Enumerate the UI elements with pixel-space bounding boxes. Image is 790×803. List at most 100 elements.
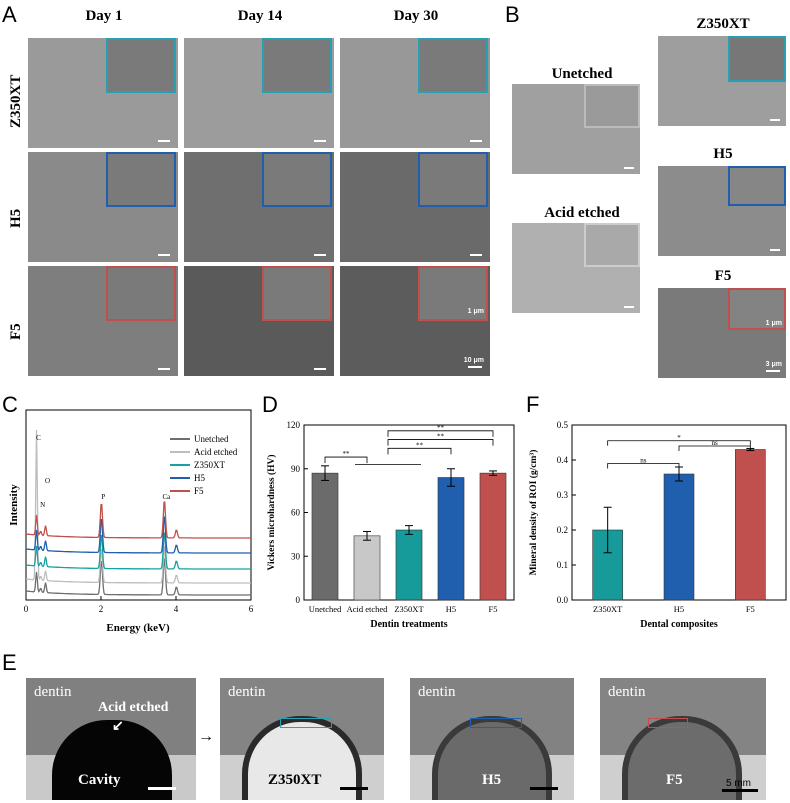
eds-spectra — [25, 429, 251, 596]
x-tick-label: H5 — [674, 604, 684, 614]
col-title-day30: Day 30 — [393, 8, 439, 24]
row-title-z350xt: Z350XT — [8, 74, 24, 128]
scalebar — [158, 140, 170, 142]
inset-h5-day30 — [418, 152, 488, 207]
sem-h5-day30 — [340, 152, 490, 262]
scalebar — [770, 119, 780, 121]
x-tick-label: Acid etched — [347, 604, 389, 614]
sem-b-z350xt — [658, 36, 786, 126]
dentin-label: dentin — [228, 684, 266, 700]
inset-b-z350xt — [728, 36, 786, 82]
scalebar — [158, 368, 170, 370]
scalebar — [624, 306, 634, 308]
scalebar — [314, 368, 326, 370]
bar-f5 — [735, 449, 766, 601]
scale-main-label: 10 μm — [463, 357, 484, 364]
y-tick-label: 0 — [296, 595, 301, 605]
roi-box — [280, 718, 332, 728]
inset-z350xt-day1 — [106, 38, 176, 93]
y-tick-label: 0.2 — [557, 525, 568, 535]
x-ticks: 0 2 4 6 — [24, 596, 254, 614]
significance-label: * — [677, 434, 681, 442]
dentin-label: dentin — [34, 684, 72, 700]
y-axis-label: Vickers microhardness (HV) — [266, 454, 277, 570]
inset-h5-day1 — [106, 152, 176, 207]
inset-f5-day14 — [262, 266, 332, 321]
scalebar — [766, 370, 780, 372]
x-tick-label: Z350XT — [394, 604, 424, 614]
sem-z350xt-day14 — [184, 38, 334, 148]
sem-unetched — [512, 84, 640, 174]
y-tick-label: 90 — [291, 464, 301, 474]
significance-bracket — [387, 430, 494, 437]
roi-box — [470, 718, 522, 728]
scalebar — [468, 366, 482, 368]
legend-label: Z350XT — [194, 460, 225, 470]
y-tick-label: 30 — [291, 551, 301, 561]
col-title-day1: Day 1 — [85, 8, 123, 24]
spectrum-line — [25, 501, 251, 539]
b-title-f5: F5 — [714, 268, 732, 284]
scalebar — [722, 789, 758, 792]
spectrum-line — [25, 532, 251, 570]
scale-inset-label: 1 μm — [467, 308, 484, 315]
bar-z350xt — [395, 529, 423, 601]
sem-z350xt-day1 — [28, 38, 178, 148]
y-tick-label: 60 — [291, 508, 301, 518]
scalebar — [770, 249, 780, 251]
significance-bracket — [387, 447, 452, 455]
scalebar — [148, 787, 176, 790]
inset-f5-day30 — [418, 266, 488, 321]
significance-label: ns — [712, 439, 719, 447]
scalebar — [340, 787, 368, 790]
y-tick-label: 0.5 — [557, 420, 569, 430]
spectrum-line — [25, 516, 251, 554]
scalebar — [158, 254, 170, 256]
significance-label: ns — [640, 457, 647, 465]
dentin-label: dentin — [418, 684, 456, 700]
x-tick-label: 4 — [174, 604, 179, 614]
ct-image-h5: dentin H5 — [410, 678, 574, 800]
panel-label-f: F — [526, 392, 540, 417]
microhardness-bar-chart: 0 30 60 90 120 Unetched Acid etched Z350XT H5 F5 D… — [266, 420, 515, 630]
significance-label: ** — [437, 433, 445, 441]
scale-inset-label: 1 μm — [765, 320, 782, 327]
row-title-f5: F5 — [8, 323, 24, 340]
peak-label: Ca — [162, 493, 171, 501]
significance-label: ** — [437, 424, 445, 432]
panel-label-e: E — [2, 650, 17, 675]
inset-b-h5 — [728, 166, 786, 206]
legend-label: H5 — [194, 473, 205, 483]
sem-h5-day14 — [184, 152, 334, 262]
bar-unetched — [311, 472, 339, 601]
scale-label: 5 mm — [726, 778, 751, 789]
inset-z350xt-day30 — [418, 38, 488, 93]
scale-main-label: 3 μm — [765, 361, 782, 368]
sem-z350xt-day30 — [340, 38, 490, 148]
peak-label: O — [45, 477, 50, 485]
x-tick-label: 0 — [24, 604, 29, 614]
scalebar — [530, 787, 558, 790]
f5-label: F5 — [666, 772, 683, 788]
bar-acid-etched — [353, 535, 381, 601]
inset-h5-day14 — [262, 152, 332, 207]
row-title-h5: H5 — [8, 208, 24, 228]
y-axis-label: Intensity — [8, 484, 20, 526]
dentin-label: dentin — [608, 684, 646, 700]
peak-label: P — [101, 493, 105, 501]
x-axis-label: Dentin treatments — [370, 619, 447, 630]
ct-image-cavity: dentin Acid etched ↙ Cavity — [26, 678, 196, 800]
panel-label-c: C — [2, 392, 18, 417]
sem-h5-day1 — [28, 152, 178, 262]
y-axis-label: Mineral density of ROI (g/cm³) — [528, 450, 539, 576]
significance-label: ** — [416, 441, 424, 449]
ct-image-z350xt: dentin Z350XT — [220, 678, 384, 800]
y-tick-label: 0.1 — [557, 560, 568, 570]
panel-label-d: D — [262, 392, 278, 417]
cavity-shape — [52, 720, 172, 800]
significance-bracket — [607, 440, 751, 446]
scalebar — [624, 167, 634, 169]
peak-label: C — [36, 434, 41, 442]
scalebar — [314, 140, 326, 142]
